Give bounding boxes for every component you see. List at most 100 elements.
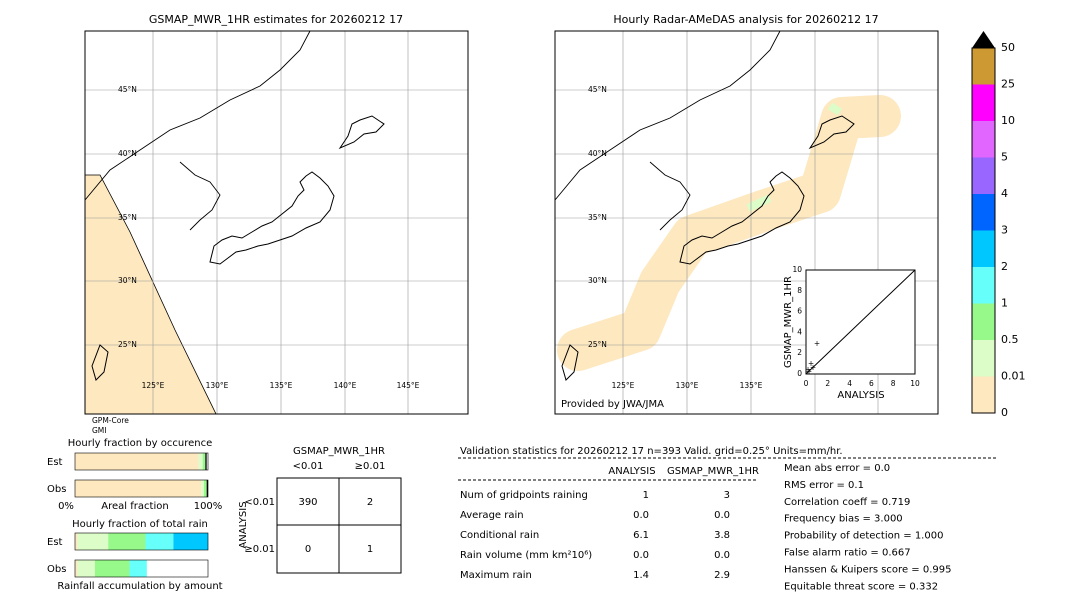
stat-value: 3.8 xyxy=(714,530,730,541)
scatter-y-tick: 6 xyxy=(797,307,802,316)
colorbar-segment xyxy=(972,48,995,85)
colorbar-segment xyxy=(972,157,995,194)
lon-label: 145°E xyxy=(397,381,420,390)
stat-value: 1 xyxy=(643,490,649,501)
scatter-x-tick: 8 xyxy=(891,379,896,388)
scatter-y-tick: 10 xyxy=(792,265,802,274)
lon-label: 135°E xyxy=(740,381,763,390)
column-header: GSMAP_MWR_1HR xyxy=(667,466,759,477)
colorbar-segment xyxy=(972,267,995,304)
panel-title: Hourly fraction of total rain xyxy=(72,519,208,530)
row-label: Obs xyxy=(47,564,66,575)
scatter-y-tick: 8 xyxy=(797,286,802,295)
col-label: ≥0.01 xyxy=(355,461,386,472)
axis-label: 0% xyxy=(58,501,74,512)
lat-label: 40°N xyxy=(118,149,137,158)
column-header: ANALYSIS xyxy=(608,466,655,477)
lat-label: 25°N xyxy=(118,340,137,349)
score: Frequency bias = 3.000 xyxy=(784,514,903,525)
stat-value: 0.0 xyxy=(633,550,649,561)
lat-label: 35°N xyxy=(588,213,607,222)
colorbar-segment xyxy=(972,340,995,377)
lon-label: 125°E xyxy=(612,381,635,390)
stat-label: Conditional rain xyxy=(460,530,539,541)
fraction-segment xyxy=(201,480,205,497)
stat-label: Num of gridpoints raining xyxy=(460,490,588,501)
footnote: GMI xyxy=(92,426,107,435)
stat-label: Rain volume (mm km²10⁶) xyxy=(460,550,592,561)
stat-value: 1.4 xyxy=(633,570,649,581)
scatter-point: + xyxy=(805,365,811,374)
colorbar-label: 4 xyxy=(1001,187,1008,200)
lat-label: 30°N xyxy=(588,276,607,285)
row-label: Obs xyxy=(47,484,66,495)
row-label: <0.01 xyxy=(244,497,275,508)
scatter-x-tick: 2 xyxy=(825,379,830,388)
stat-value: 0.0 xyxy=(714,510,730,521)
colorbar-label: 0.5 xyxy=(1001,333,1019,346)
lon-label: 125°E xyxy=(142,381,165,390)
fraction-segment xyxy=(173,533,208,550)
stat-value: 3 xyxy=(724,490,730,501)
cell: 1 xyxy=(367,544,373,555)
scatter-y-tick: 4 xyxy=(797,327,802,336)
rain-area xyxy=(557,95,901,371)
lat-label: 30°N xyxy=(118,276,137,285)
colorbar-segment xyxy=(972,121,995,158)
lat-label: 40°N xyxy=(588,149,607,158)
colorbar-border xyxy=(971,47,996,414)
scatter-point: + xyxy=(808,359,814,368)
map-border xyxy=(554,30,939,415)
bar-frame xyxy=(74,479,209,498)
fraction-segment xyxy=(94,560,130,577)
bar-frame xyxy=(74,532,209,551)
footnote: GPM-Core xyxy=(92,416,129,425)
row-label: Est xyxy=(47,537,63,548)
colorbar-label: 0 xyxy=(1001,406,1008,419)
japan xyxy=(91,115,385,381)
fraction-segment xyxy=(204,480,207,497)
fraction-segment xyxy=(75,560,78,577)
lat-label: 35°N xyxy=(118,213,137,222)
validation-header: Validation statistics for 20260212 17 n=… xyxy=(460,446,843,457)
colorbar-label: 50 xyxy=(1001,41,1015,54)
panel-title: Hourly fraction by occurence xyxy=(68,438,212,449)
scatter-y-tick: 0 xyxy=(797,369,802,378)
fraction-segment xyxy=(145,533,174,550)
colorbar-segment xyxy=(972,303,995,340)
row-label: ≥0.01 xyxy=(244,544,275,555)
stat-label: Average rain xyxy=(460,510,524,521)
colorbar-arrow xyxy=(972,31,995,48)
stat-value: 6.1 xyxy=(633,530,649,541)
caption: Rainfall accumulation by amount xyxy=(57,581,222,592)
colorbar-label: 2 xyxy=(1001,260,1008,273)
fraction-segment xyxy=(198,453,203,470)
map-title: Hourly Radar-AMeDAS analysis for 2026021… xyxy=(613,13,878,26)
score: False alarm ratio = 0.667 xyxy=(784,548,911,559)
fraction-segment xyxy=(77,533,109,550)
stat-value: 0.0 xyxy=(633,510,649,521)
lon-label: 140°E xyxy=(334,381,357,390)
scatter-point: + xyxy=(806,367,812,376)
fraction-segment xyxy=(129,560,147,577)
fraction-segment xyxy=(206,480,208,497)
score: Correlation coeff = 0.719 xyxy=(784,497,910,508)
lon-label: 135°E xyxy=(270,381,293,390)
colorbar-segment xyxy=(972,194,995,231)
lat-label: 45°N xyxy=(588,85,607,94)
scatter-point: + xyxy=(814,339,820,348)
cell: 2 xyxy=(367,497,373,508)
side-label: ANALYSIS xyxy=(238,501,249,548)
credit: Provided by JWA/JMA xyxy=(561,399,664,410)
coastline xyxy=(84,30,311,231)
score: Equitable threat score = 0.332 xyxy=(784,581,938,592)
fraction-segment xyxy=(108,533,146,550)
colorbar-label: 0.01 xyxy=(1001,370,1026,383)
row-label: Est xyxy=(47,457,63,468)
colorbar-label: 3 xyxy=(1001,224,1008,237)
map-border xyxy=(84,30,469,415)
colorbar-label: 5 xyxy=(1001,151,1008,164)
colorbar-label: 10 xyxy=(1001,114,1015,127)
scatter-point: + xyxy=(810,363,816,372)
